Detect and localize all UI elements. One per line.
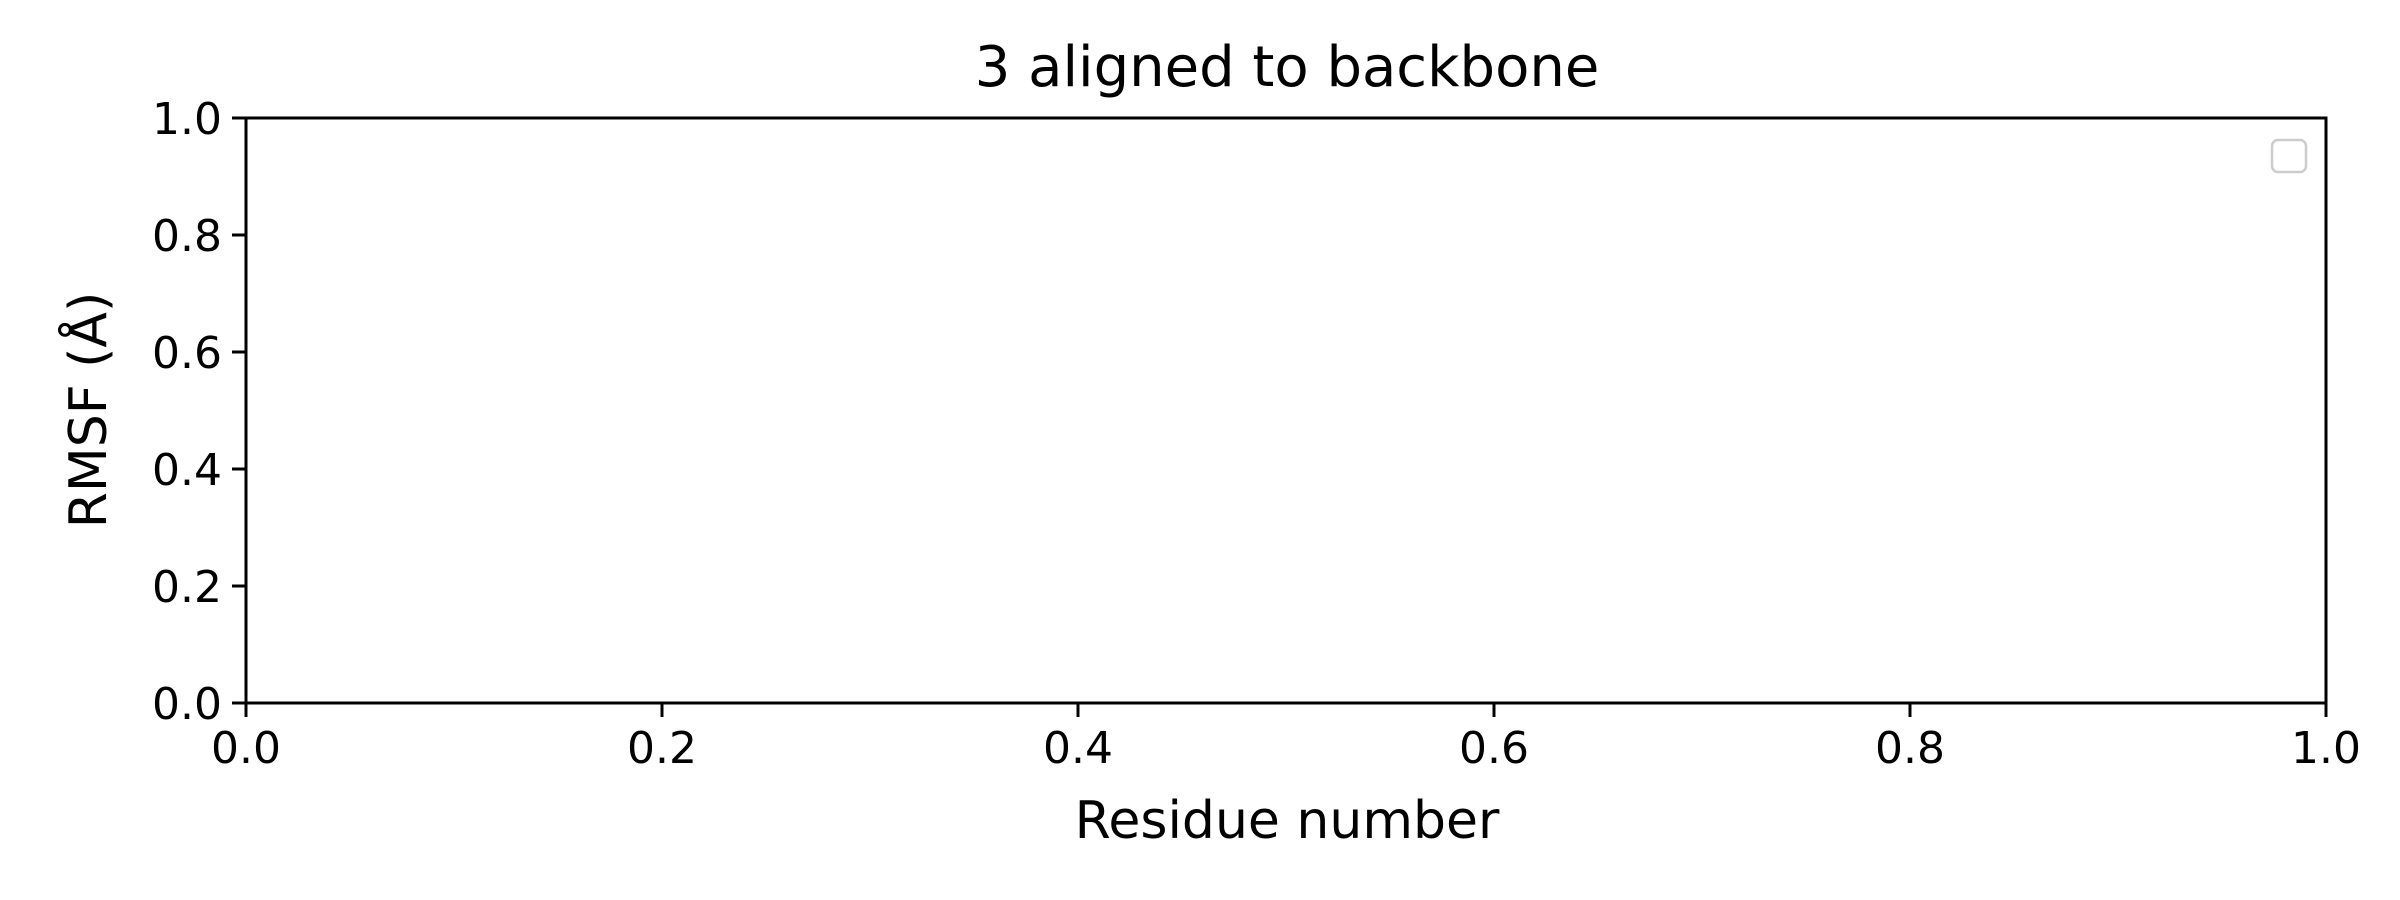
x-tick-label: 0.8 (1875, 723, 1945, 774)
x-tick-label: 0.0 (211, 723, 281, 774)
y-tick-label: 0.4 (152, 445, 222, 496)
x-tick-label: 0.4 (1043, 723, 1113, 774)
x-tick-label: 0.6 (1459, 723, 1529, 774)
chart-title: 3 aligned to backbone (975, 35, 1600, 100)
y-tick-label: 0.8 (152, 211, 222, 262)
y-tick-label: 0.0 (152, 679, 222, 730)
y-tick-label: 0.6 (152, 328, 222, 379)
legend-box (2270, 138, 2308, 174)
x-axis-ticks: 0.0 0.2 0.4 0.6 0.8 1.0 (211, 703, 2361, 774)
y-axis-ticks: 0.0 0.2 0.4 0.6 0.8 1.0 (152, 94, 246, 730)
plot-frame (244, 116, 2328, 705)
y-tick-label: 0.2 (152, 562, 222, 613)
legend (2270, 138, 2308, 174)
y-tick-label: 1.0 (152, 94, 222, 145)
x-axis-label: Residue number (1075, 791, 1500, 851)
x-tick-label: 0.2 (627, 723, 697, 774)
x-tick-label: 1.0 (2291, 723, 2361, 774)
y-axis-label: RMSF (Å) (57, 292, 119, 529)
